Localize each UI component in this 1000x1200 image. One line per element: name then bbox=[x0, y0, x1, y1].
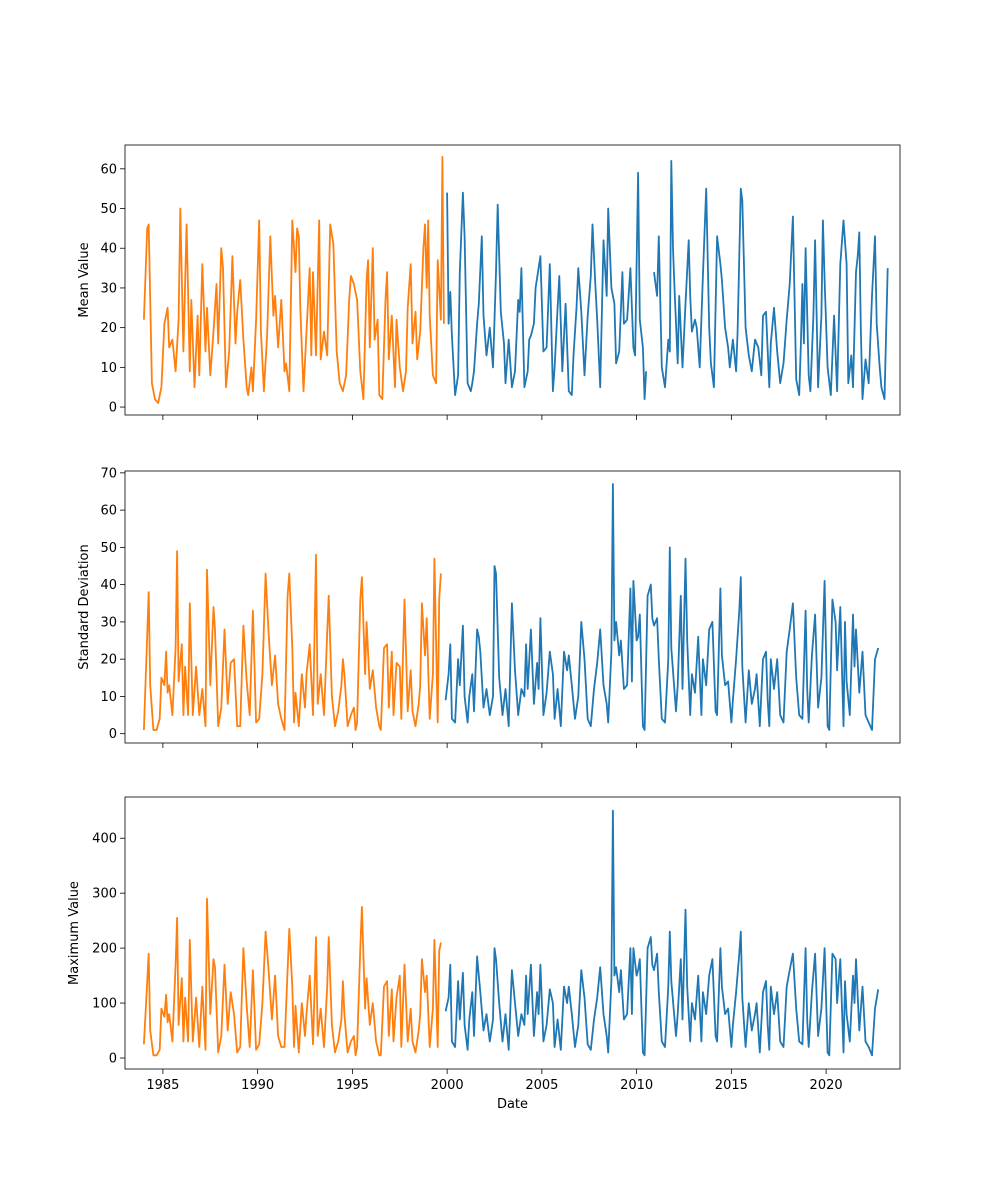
axes-frame bbox=[124, 796, 901, 1070]
y-tick-label: 10 bbox=[100, 361, 117, 376]
x-tick-label: 2010 bbox=[620, 1078, 653, 1093]
subplot-std: Standard Deviation 0 10 20 30 40 50 60 70 bbox=[77, 466, 901, 748]
y-tick-label: 30 bbox=[100, 281, 117, 296]
y-tick-label: 70 bbox=[100, 466, 117, 481]
y-axis-label: Maximum Value bbox=[67, 881, 82, 985]
x-tick-label: 1985 bbox=[146, 1078, 179, 1093]
x-tick-label: 1990 bbox=[241, 1078, 274, 1093]
series-line-2-segment-2 bbox=[653, 159, 889, 401]
x-tick-label: 2020 bbox=[810, 1078, 843, 1093]
x-tick-label: 2000 bbox=[431, 1078, 464, 1093]
series-line-1-segment-1 bbox=[143, 550, 442, 731]
y-tick-label: 0 bbox=[109, 727, 117, 742]
y-tick-label: 60 bbox=[100, 504, 117, 519]
y-tick-label: 30 bbox=[100, 615, 117, 630]
y-tick-label: 50 bbox=[100, 202, 117, 217]
series-line-2-segment-1 bbox=[446, 171, 647, 401]
y-tick-label: 300 bbox=[92, 887, 117, 902]
x-tick-label: 1995 bbox=[336, 1078, 369, 1093]
subplot-max: Maximum Value Date 1985 1990 1995 2000 2005 2… bbox=[67, 796, 901, 1112]
y-tick-label: 0 bbox=[109, 1052, 117, 1067]
series-line-2-segment-1 bbox=[444, 809, 880, 1057]
y-tick-label: 20 bbox=[100, 653, 117, 668]
y-tick-label: 60 bbox=[100, 162, 117, 177]
y-tick-label: 400 bbox=[92, 832, 117, 847]
series-line-1-segment-1 bbox=[143, 897, 442, 1057]
y-axis-label: Standard Deviation bbox=[77, 544, 92, 669]
series-line-2-segment-1 bbox=[444, 483, 880, 731]
y-tick-label: 50 bbox=[100, 541, 117, 556]
y-tick-label: 200 bbox=[92, 942, 117, 957]
x-tick-label: 2005 bbox=[525, 1078, 558, 1093]
x-axis-label: Date bbox=[497, 1097, 528, 1112]
y-tick-label: 10 bbox=[100, 690, 117, 705]
y-axis-label: Mean Value bbox=[77, 242, 92, 317]
x-tick-label: 2015 bbox=[715, 1078, 748, 1093]
subplot-mean: Mean Value 0 10 20 30 40 50 60 bbox=[77, 144, 901, 420]
axes-frame bbox=[124, 470, 901, 744]
y-tick-label: 40 bbox=[100, 578, 117, 593]
y-tick-label: 20 bbox=[100, 321, 117, 336]
axes-frame bbox=[124, 144, 901, 416]
series-line-1-segment-1 bbox=[143, 155, 445, 405]
y-tick-label: 100 bbox=[92, 997, 117, 1012]
y-tick-label: 0 bbox=[109, 401, 117, 416]
y-tick-label: 40 bbox=[100, 242, 117, 257]
